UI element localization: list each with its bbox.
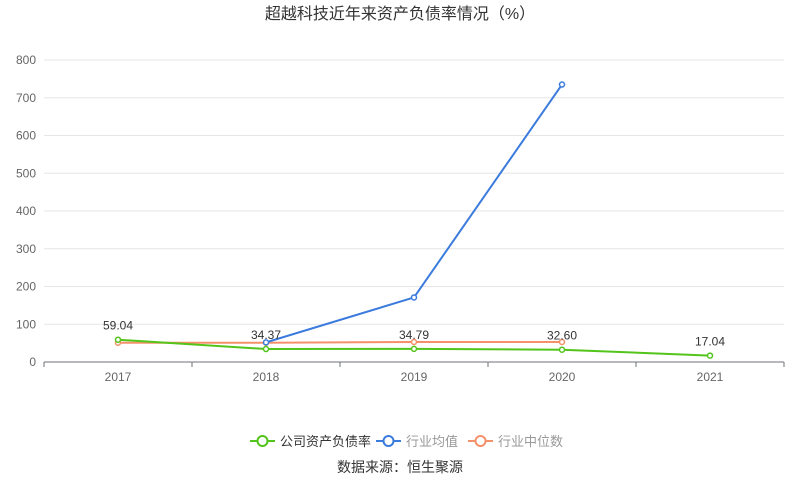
data-label: 17.04 <box>695 335 725 349</box>
legend-marker-icon <box>382 435 395 447</box>
data-point <box>558 346 566 353</box>
legend-marker-icon <box>474 435 487 447</box>
y-tick-label: 200 <box>16 280 36 294</box>
y-tick-label: 700 <box>16 91 36 105</box>
data-labels: 59.04 34.37 34.79 32.60 17.04 <box>103 319 725 349</box>
legend-marker-icon <box>256 435 269 447</box>
x-tick-label: 2018 <box>253 370 280 384</box>
legend-label: 行业中位数 <box>498 434 563 449</box>
data-point <box>410 294 418 301</box>
legend-label: 公司资产负债率 <box>280 434 371 449</box>
data-label: 59.04 <box>103 319 133 333</box>
y-tick-label: 500 <box>16 166 36 180</box>
data-point <box>262 339 270 346</box>
legend-item-1[interactable]: 行业均值 <box>376 434 458 449</box>
data-point <box>410 338 418 346</box>
data-label: 34.37 <box>251 328 281 342</box>
y-tick-label: 100 <box>16 317 36 331</box>
legend: 公司资产负债率 行业均值 行业中位数 <box>250 434 563 449</box>
data-point <box>558 81 566 88</box>
y-tick-label: 400 <box>16 204 36 218</box>
legend-label: 行业均值 <box>406 434 458 449</box>
legend-item-0[interactable]: 公司资产负债率 <box>250 434 371 449</box>
series-lines <box>114 81 714 359</box>
data-source-note: 数据来源：恒生聚源 <box>337 459 463 475</box>
axes: 0 100 200 300 400 500 600 700 800 2017 2018 2019 202… <box>16 53 785 384</box>
grid <box>44 59 784 325</box>
legend-item-2[interactable]: 行业中位数 <box>468 434 563 449</box>
x-tick-label: 2020 <box>549 370 576 384</box>
data-point <box>262 345 270 353</box>
y-tick-label: 300 <box>16 242 36 256</box>
y-tick-label: 600 <box>16 129 36 143</box>
data-point <box>410 345 418 353</box>
data-point <box>114 336 122 343</box>
series-line-2 <box>118 340 562 344</box>
series-line-1 <box>265 83 563 344</box>
x-tick-label: 2017 <box>105 370 132 384</box>
y-tick-label: 800 <box>16 53 36 67</box>
y-tick-label: 0 <box>29 355 36 369</box>
chart-title: 超越科技近年来资产负债率情况（%） <box>265 5 535 23</box>
data-label: 34.79 <box>399 328 429 342</box>
x-tick-label: 2021 <box>697 370 724 384</box>
data-label: 32.60 <box>547 329 577 343</box>
data-point <box>558 338 566 346</box>
x-tick-label: 2019 <box>401 370 428 384</box>
data-point <box>706 352 714 359</box>
